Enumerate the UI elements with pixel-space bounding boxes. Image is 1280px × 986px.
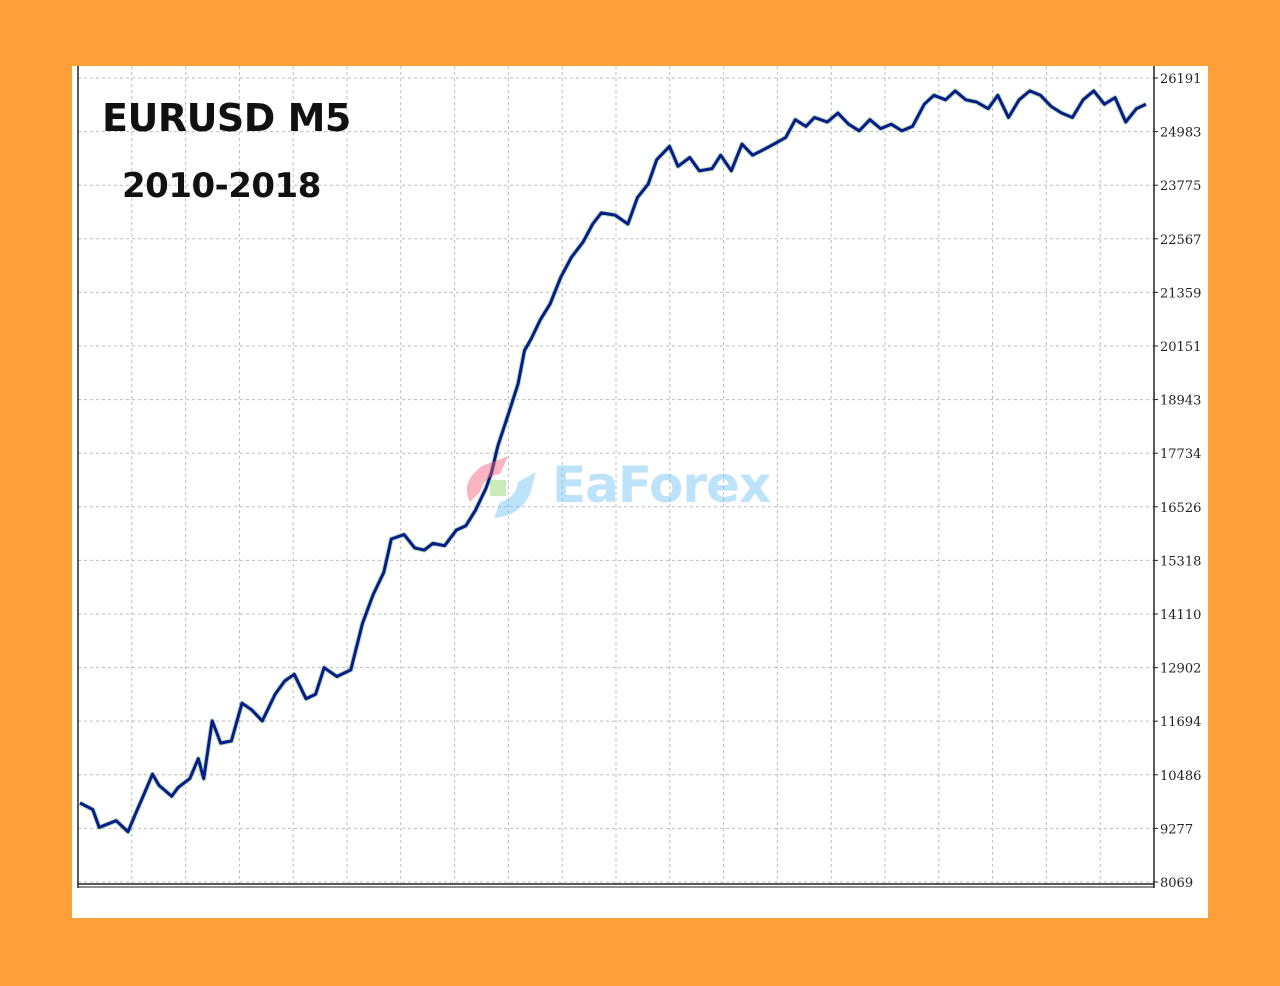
y-tick-label: 9277 [1160, 822, 1193, 837]
y-tick-label: 16526 [1160, 501, 1201, 516]
y-tick-label: 12902 [1160, 662, 1201, 677]
y-tick-label: 14110 [1160, 608, 1201, 623]
y-tick-label: 26191 [1160, 72, 1201, 87]
y-tick-label: 18943 [1160, 394, 1201, 409]
y-axis [77, 66, 1155, 888]
equity-series [78, 88, 1148, 835]
y-tick-label: 21359 [1160, 286, 1201, 301]
watermark: EaForex [460, 450, 840, 524]
equity-line [79, 89, 1147, 834]
chart-title: EURUSD M5 [102, 96, 351, 140]
y-tick-label: 15318 [1160, 554, 1201, 569]
y-tick-labels: 26191 24983 23775 22567 21359 20151 18943 17734… [1154, 72, 1201, 891]
y-tick-label: 24983 [1160, 126, 1201, 141]
eaforex-logo-icon [466, 456, 536, 518]
y-tick-label: 20151 [1160, 340, 1201, 355]
y-tick-label: 17734 [1160, 447, 1201, 462]
chart-panel: 26191 24983 23775 22567 21359 20151 18943 17734… [72, 66, 1208, 918]
chart-subtitle: 2010-2018 [122, 166, 321, 206]
y-tick-label: 10486 [1160, 769, 1201, 784]
y-tick-label: 8069 [1160, 876, 1193, 891]
watermark-text: EaForex [552, 456, 771, 514]
equity-chart: 26191 24983 23775 22567 21359 20151 18943 17734… [77, 66, 1201, 891]
y-tick-label: 22567 [1160, 233, 1201, 248]
y-tick-label: 23775 [1160, 179, 1201, 194]
grid-lines [78, 66, 1155, 884]
y-tick-label: 11694 [1160, 715, 1201, 730]
